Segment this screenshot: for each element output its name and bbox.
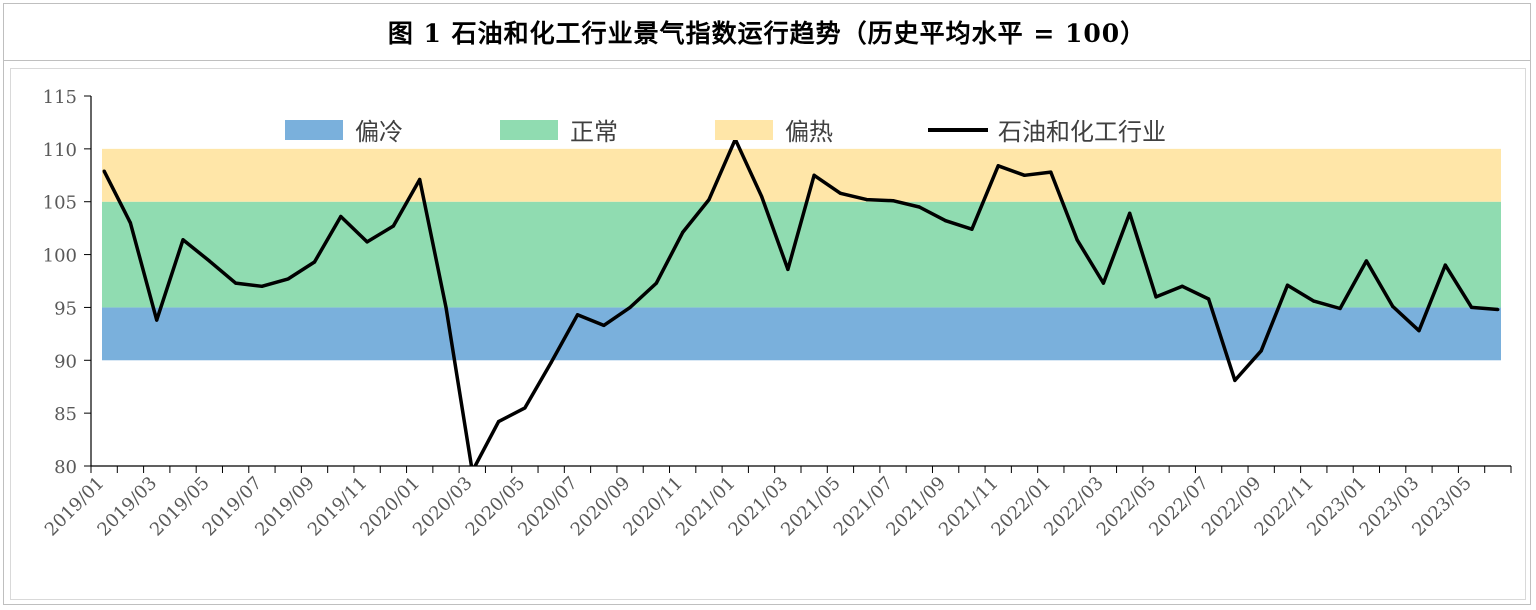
data-point	[471, 470, 474, 473]
data-point	[891, 199, 895, 203]
data-point	[1259, 349, 1263, 353]
chart-frame	[3, 3, 1531, 605]
data-point	[1496, 307, 1500, 312]
legend-label-normal: 正常	[570, 118, 618, 146]
data-point	[128, 221, 133, 225]
title-bar: 图 1 石油和化工行业景气指数运行趋势（历史平均水平 = 100）	[3, 3, 1531, 61]
band-hot	[102, 148, 1501, 202]
data-point	[970, 227, 974, 231]
data-point	[102, 169, 106, 173]
data-point	[1391, 304, 1395, 308]
data-point	[1075, 238, 1079, 242]
y-tick-label: 105	[43, 193, 77, 214]
data-point	[523, 406, 527, 410]
data-point	[944, 219, 948, 223]
data-point	[1285, 283, 1290, 287]
bands-group	[102, 148, 1501, 361]
legend-label-line: 石油和化工行业	[998, 118, 1166, 146]
y-tick-label: 95	[54, 298, 77, 319]
legend-label-hot: 偏热	[785, 118, 833, 146]
series-group	[102, 137, 1500, 473]
data-point	[365, 240, 369, 244]
data-point	[1180, 284, 1184, 288]
y-tick-label: 110	[43, 140, 77, 161]
data-point	[865, 198, 869, 202]
data-point	[339, 214, 343, 219]
legend-swatch-normal	[500, 120, 558, 140]
legend-swatch-cold	[285, 120, 343, 140]
y-tick-label: 115	[43, 87, 77, 108]
data-point	[996, 164, 1000, 168]
legend: 偏冷 正常 偏热 石油和化工行业	[285, 118, 1166, 146]
data-point	[1049, 170, 1053, 174]
series-line	[102, 137, 1499, 466]
band-cold	[102, 307, 1501, 361]
data-point	[1312, 299, 1316, 303]
data-point	[1233, 378, 1237, 382]
data-point	[496, 420, 501, 424]
chart-title: 图 1 石油和化工行业景气指数运行趋势（历史平均水平 = 100）	[387, 18, 1147, 48]
data-point	[654, 281, 658, 285]
data-point	[628, 305, 632, 310]
data-point	[1154, 295, 1158, 299]
data-point	[418, 177, 422, 182]
data-point	[812, 173, 816, 177]
data-point	[838, 191, 843, 195]
data-point	[1417, 329, 1421, 333]
y-ticks-group: 115 110 105 100 95 90 85 80	[43, 87, 91, 478]
data-point	[181, 238, 185, 242]
data-point	[1338, 306, 1342, 311]
data-point	[234, 281, 238, 285]
data-point	[707, 198, 711, 202]
data-point	[549, 360, 553, 364]
x-ticks-group: 2019/012019/032019/052019/072019/092019/…	[41, 466, 1512, 540]
data-point	[312, 260, 317, 264]
data-point	[786, 267, 790, 271]
y-tick-label: 90	[54, 351, 77, 372]
data-point	[444, 305, 448, 310]
data-point	[1364, 259, 1368, 263]
data-point	[391, 224, 396, 228]
data-point	[286, 277, 290, 281]
data-point	[575, 313, 580, 317]
data-point	[1469, 305, 1474, 310]
data-point	[1206, 297, 1211, 301]
data-point	[1101, 281, 1106, 285]
data-point	[260, 284, 264, 288]
data-point	[917, 205, 921, 209]
data-point	[155, 318, 159, 322]
data-point	[1128, 211, 1132, 215]
data-point	[602, 323, 606, 327]
data-point	[759, 194, 764, 199]
y-tick-label: 100	[43, 246, 77, 267]
y-tick-label: 85	[54, 404, 77, 425]
legend-swatch-hot	[715, 120, 773, 140]
data-point	[207, 259, 211, 263]
legend-label-cold: 偏冷	[355, 118, 403, 146]
plot-area-border	[10, 68, 1526, 600]
data-point	[1022, 173, 1027, 177]
data-point	[1443, 263, 1447, 267]
y-tick-label: 80	[54, 457, 77, 478]
data-point	[681, 230, 685, 234]
